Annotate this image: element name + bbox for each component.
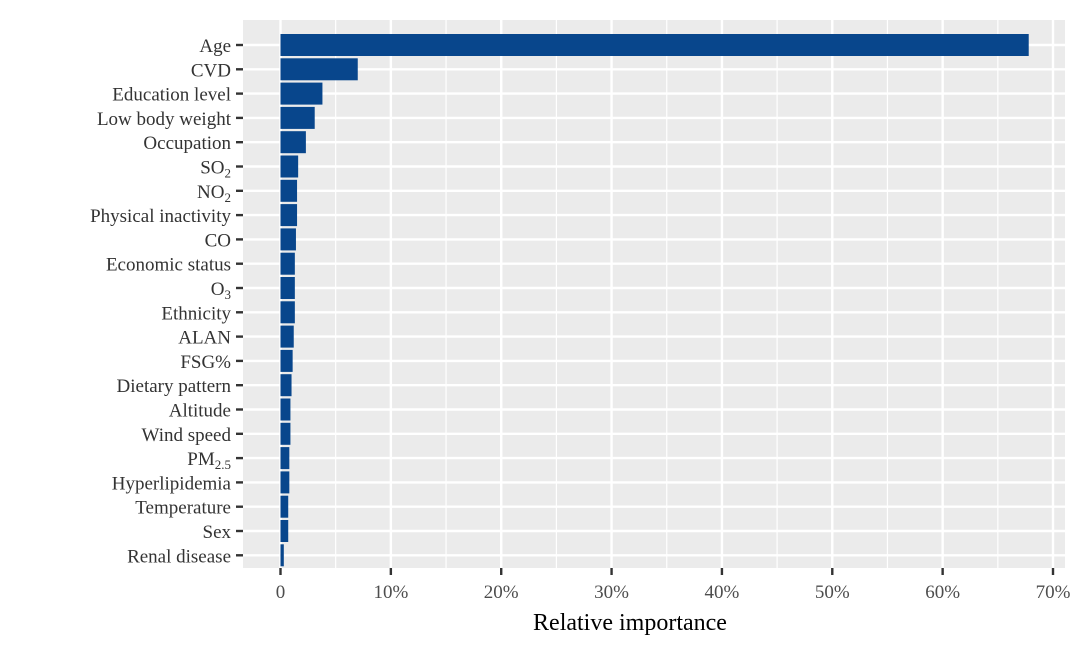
y-tick-label: SO2 <box>200 158 231 181</box>
bar <box>280 325 294 348</box>
bar <box>280 204 298 227</box>
y-tick-label: Temperature <box>135 498 231 519</box>
y-tick-label: Low body weight <box>97 109 232 130</box>
y-tick-label: O3 <box>211 279 231 302</box>
bar <box>280 398 291 421</box>
x-axis-title: Relative importance <box>533 610 727 636</box>
bar <box>280 422 291 445</box>
y-tick-label: Wind speed <box>142 425 232 446</box>
y-tick-label: Age <box>199 36 231 57</box>
bar <box>280 228 296 251</box>
bar <box>280 34 1029 56</box>
bars <box>280 34 1029 567</box>
bar <box>280 301 295 324</box>
x-tick-label: 20% <box>484 582 519 603</box>
bar <box>280 349 293 372</box>
bar <box>280 155 299 178</box>
bar <box>280 495 289 518</box>
y-tick-label: Occupation <box>143 133 231 154</box>
x-tick-label: 50% <box>815 582 850 603</box>
bar <box>280 179 298 202</box>
x-tick-label: 70% <box>1036 582 1071 603</box>
y-tick-label: FSG% <box>180 352 231 373</box>
y-tick-label: Renal disease <box>127 546 231 567</box>
y-tick-label: CO <box>205 230 231 251</box>
y-tick-label: ALAN <box>178 328 231 349</box>
y-tick-label: Ethnicity <box>161 303 231 324</box>
bar <box>280 106 315 129</box>
bar <box>280 82 323 105</box>
bar <box>280 471 290 494</box>
bar <box>280 252 295 275</box>
y-tick-label: Education level <box>112 85 231 106</box>
bar <box>280 447 290 470</box>
y-tick-label: Sex <box>203 522 232 543</box>
x-tick-label: 0 <box>276 582 286 603</box>
x-axis: 0 10% 20% 30% 40% 50% 60% 70% <box>276 568 1071 603</box>
x-tick-label: 40% <box>705 582 740 603</box>
y-tick-label: PM2.5 <box>187 449 231 472</box>
bar <box>280 131 306 154</box>
bar <box>280 277 295 299</box>
y-tick-label: Dietary pattern <box>117 376 232 397</box>
y-tick-label: Hyperlipidemia <box>112 473 232 494</box>
y-tick-label: CVD <box>191 60 231 81</box>
bar <box>280 544 284 567</box>
x-tick-label: 30% <box>594 582 629 603</box>
plot-panel <box>243 20 1065 568</box>
bar <box>280 374 292 397</box>
bar <box>280 520 289 542</box>
y-tick-label: NO2 <box>197 182 231 205</box>
y-tick-label: Economic status <box>106 255 231 276</box>
x-tick-label: 60% <box>925 582 960 603</box>
gridlines <box>243 20 1065 568</box>
x-tick-label: 10% <box>373 582 408 603</box>
y-tick-label: Altitude <box>169 401 231 422</box>
y-axis-labels: Age CVD Education level Low body weight Occu… <box>90 36 243 567</box>
y-tick-label: Physical inactivity <box>90 206 231 227</box>
bar <box>280 58 358 81</box>
